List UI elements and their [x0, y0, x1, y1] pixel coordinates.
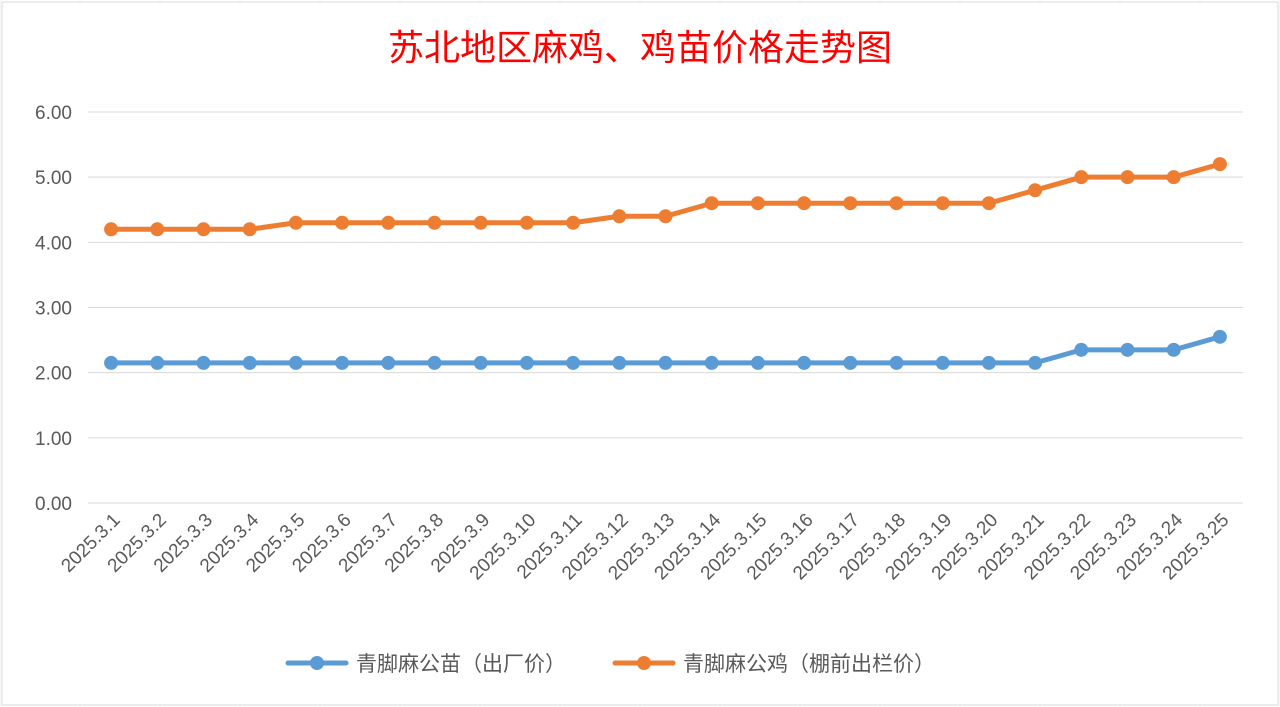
data-point: [196, 355, 211, 370]
data-point: [519, 355, 534, 370]
data-point: [1212, 329, 1227, 344]
data-point: [658, 355, 673, 370]
data-point: [1074, 170, 1089, 185]
data-point: [612, 209, 627, 224]
data-point: [104, 355, 119, 370]
data-point: [427, 215, 442, 230]
data-point: [427, 355, 442, 370]
data-point: [1074, 342, 1089, 357]
data-point: [566, 215, 581, 230]
data-point: [335, 215, 350, 230]
data-point: [473, 215, 488, 230]
y-tick-label: 2.00: [35, 364, 72, 385]
data-point: [797, 196, 812, 211]
data-point: [288, 215, 303, 230]
data-point: [566, 355, 581, 370]
y-tick-label: 6.00: [35, 103, 72, 124]
data-point: [1212, 157, 1227, 172]
data-point: [704, 355, 719, 370]
series-1: [104, 329, 1227, 370]
legend-swatch-marker: [310, 656, 324, 670]
data-point: [381, 215, 396, 230]
data-point: [935, 196, 950, 211]
y-gridlines: [88, 111, 1243, 504]
chart-title: 苏北地区麻鸡、鸡苗价格走势图: [388, 28, 892, 69]
data-point: [797, 355, 812, 370]
data-point: [519, 215, 534, 230]
y-tick-label: 1.00: [35, 429, 72, 450]
legend-label: 青脚麻公苗（出厂价）: [356, 652, 566, 676]
y-tick-label: 5.00: [35, 168, 72, 189]
data-point: [1120, 170, 1135, 185]
data-point: [1120, 342, 1135, 357]
data-point: [843, 196, 858, 211]
data-point: [150, 355, 165, 370]
y-tick-label: 4.00: [35, 233, 72, 254]
data-point: [1028, 355, 1043, 370]
data-point: [658, 209, 673, 224]
data-point: [104, 222, 119, 237]
data-point: [889, 355, 904, 370]
data-point: [150, 222, 165, 237]
data-point: [196, 222, 211, 237]
series-2: [104, 157, 1227, 237]
legend-label: 青脚麻公鸡（棚前出栏价）: [683, 652, 935, 676]
data-point: [935, 355, 950, 370]
y-tick-label: 0.00: [35, 494, 72, 515]
data-point: [704, 196, 719, 211]
data-point: [612, 355, 627, 370]
data-point: [1028, 183, 1043, 198]
legend-swatch-marker: [637, 656, 651, 670]
data-point: [981, 196, 996, 211]
data-point: [1166, 342, 1181, 357]
data-point: [288, 355, 303, 370]
data-point: [473, 355, 488, 370]
data-point: [242, 222, 257, 237]
data-point: [1166, 170, 1181, 185]
data-point: [981, 355, 996, 370]
data-point: [750, 196, 765, 211]
data-point: [843, 355, 858, 370]
data-point: [889, 196, 904, 211]
y-tick-label: 3.00: [35, 299, 72, 320]
data-point: [335, 355, 350, 370]
legend: 青脚麻公苗（出厂价） 青脚麻公鸡（棚前出栏价）: [285, 652, 935, 676]
data-point: [242, 355, 257, 370]
data-point: [750, 355, 765, 370]
data-point: [381, 355, 396, 370]
